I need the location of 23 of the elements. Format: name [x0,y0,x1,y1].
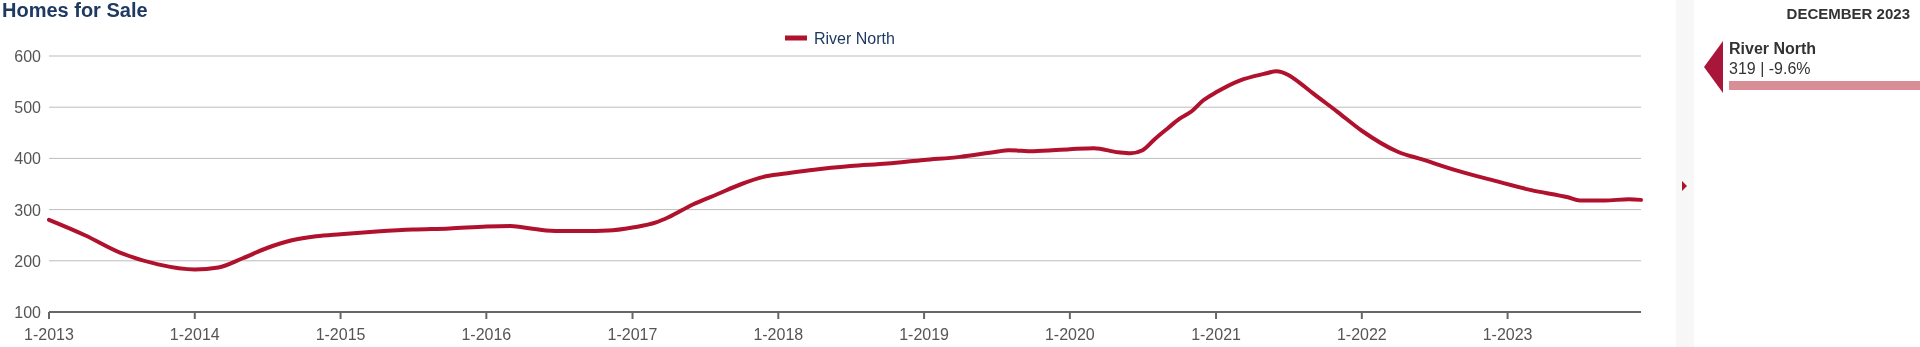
chart-title: Homes for Sale [2,0,148,21]
legend-label: River North [814,30,895,47]
x-tick-label: 1-2019 [899,326,950,343]
y-tick-label: 300 [14,201,42,219]
text: DECEMBER 2023 [1786,5,1910,22]
y-tick-label: 400 [14,150,42,168]
text: 319 | -9.6% [1729,60,1811,77]
x-tick-label: 1-2014 [169,326,220,343]
y-tick-label: 100 [14,304,42,321]
x-tick-label: 1-2017 [607,326,658,343]
text: River North [1729,40,1817,57]
y-tick-label: 500 [14,99,42,117]
x-tick-label: 1-2021 [1191,326,1242,343]
x-tick-label: 1-2023 [1482,326,1533,343]
x-tick-label: 1-2020 [1044,326,1095,343]
x-tick-label: 1-2015 [315,326,366,343]
x-tick-label: 1-2022 [1336,326,1387,343]
x-tick-label: 1-2016 [461,326,512,343]
line-series [47,69,1643,272]
x-tick-label: 1-2018 [753,326,804,343]
y-tick-label: 600 [14,48,42,65]
y-tick-label: 200 [14,252,42,270]
x-tick-label: 1-2013 [24,326,75,343]
